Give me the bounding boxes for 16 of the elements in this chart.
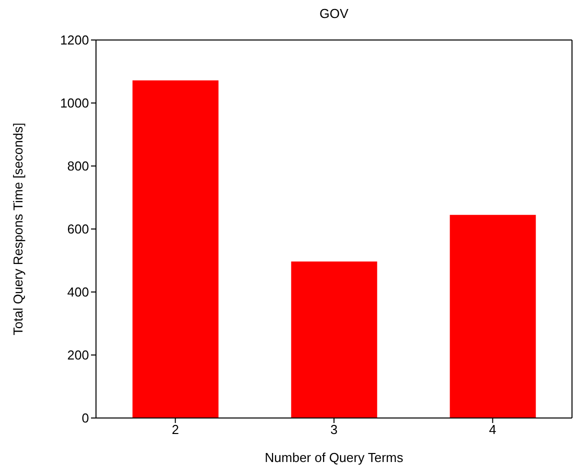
- y-tick-label: 0: [82, 410, 89, 426]
- y-tick-label: 400: [67, 284, 89, 300]
- bar: [450, 214, 536, 418]
- y-tick-label: 800: [67, 158, 89, 174]
- y-tick-label: 200: [67, 348, 89, 363]
- x-tick-label: 3: [330, 422, 338, 438]
- chart-title: GOV: [320, 6, 349, 21]
- bar: [291, 261, 378, 418]
- x-axis-title: Number of Query Terms: [264, 450, 404, 465]
- y-tick-label: 1000: [60, 96, 89, 111]
- bar: [132, 80, 218, 418]
- y-tick-label: 1200: [60, 32, 89, 48]
- y-tick-label: 600: [67, 222, 89, 237]
- x-tick-label: 2: [172, 422, 179, 438]
- y-axis-title: Total Query Respons Time [seconds]: [10, 122, 26, 336]
- x-tick-label: 4: [489, 422, 496, 438]
